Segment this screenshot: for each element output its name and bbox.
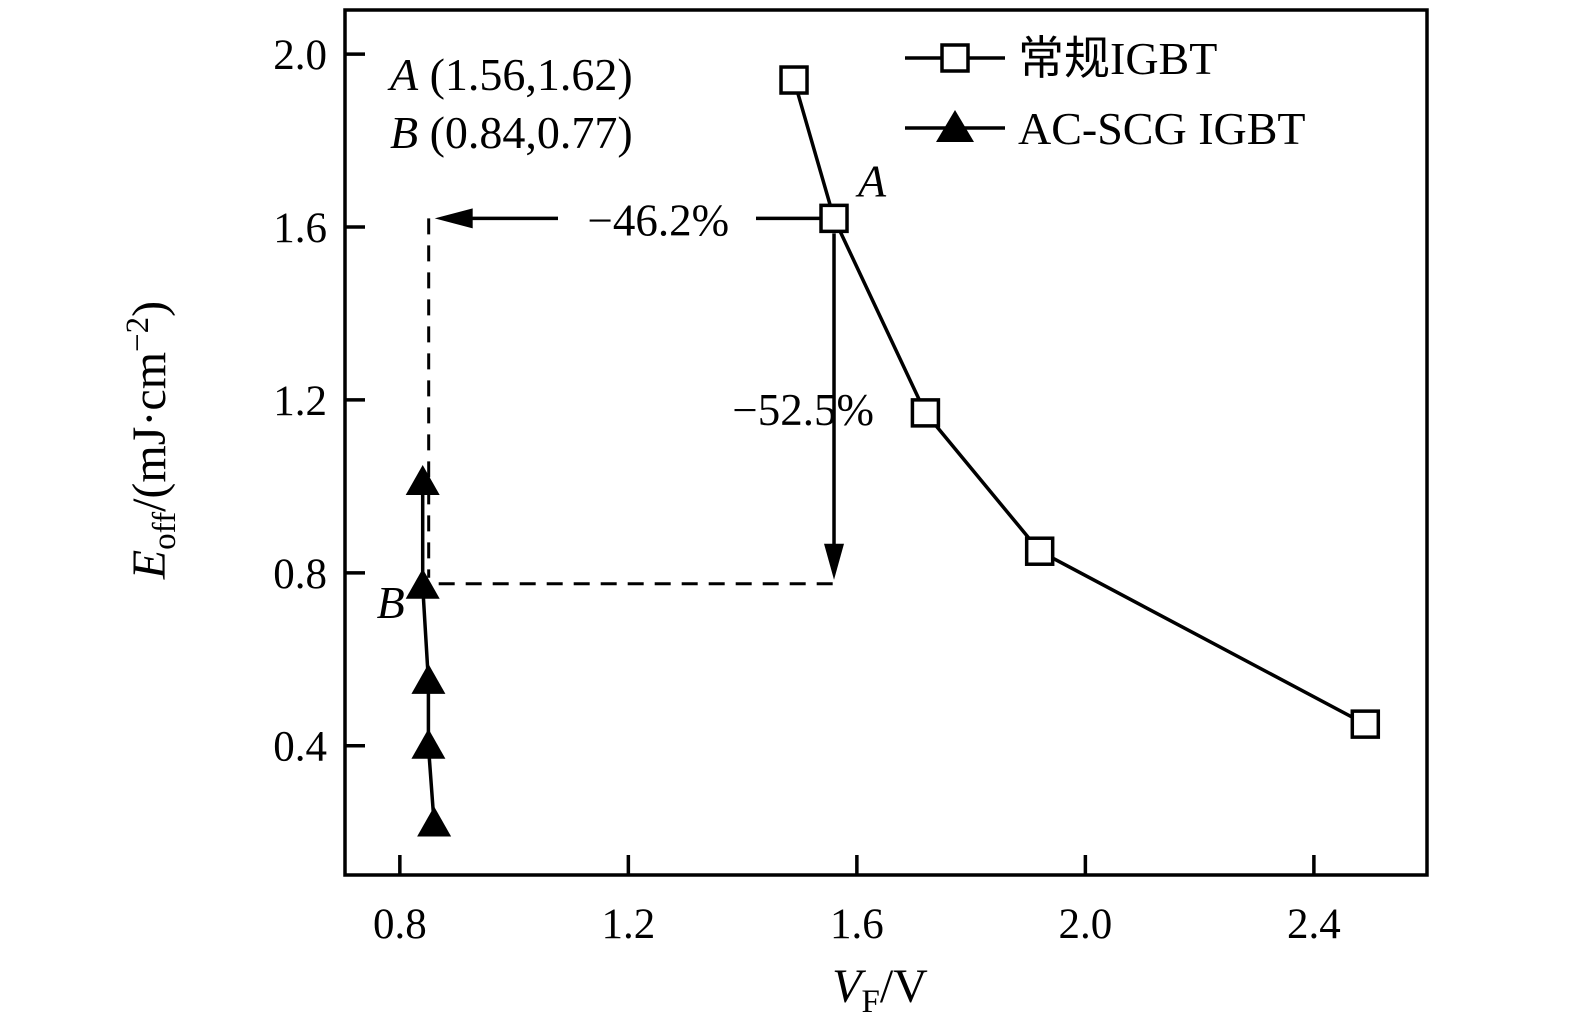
x-tick-label: 2.4 xyxy=(1287,901,1341,948)
y-axis-label: Eoff/(mJ·cm−2) xyxy=(120,301,183,580)
x-tick-label: 0.8 xyxy=(373,901,427,948)
y-tick-label: 1.2 xyxy=(273,378,327,425)
reduction-label-down: −52.5% xyxy=(732,385,874,435)
open-square-marker-icon xyxy=(940,43,970,73)
y-tick-label: 1.6 xyxy=(273,205,327,252)
plot-frame xyxy=(343,8,1429,877)
data-point-square xyxy=(1024,536,1055,566)
x-tick-label: 1.6 xyxy=(830,901,884,948)
y-tick-label: 0.4 xyxy=(273,724,327,771)
note-line-b: B (0.84,0.77) xyxy=(390,107,633,158)
down-arrowhead xyxy=(824,543,845,580)
legend-label: 常规IGBT xyxy=(1018,33,1217,84)
data-point-triangle xyxy=(405,465,440,496)
x-axis-tick-labels: 0.8 1.2 1.6 2.0 2.4 xyxy=(373,901,1341,948)
data-point-square xyxy=(910,398,941,428)
x-axis-label: VF/V xyxy=(832,960,928,1020)
data-point-triangle xyxy=(411,728,446,759)
legend-entry-ac-scg-igbt: AC-SCG IGBT xyxy=(905,103,1306,154)
legend: 常规IGBT AC-SCG IGBT xyxy=(905,33,1306,154)
point-label-b: B xyxy=(377,577,405,628)
annotation-lines xyxy=(427,208,845,586)
data-series xyxy=(405,65,1381,837)
data-point-square xyxy=(819,203,849,234)
y-tick-label: 2.0 xyxy=(273,32,327,79)
data-point-square xyxy=(779,65,809,95)
note-line-a: A (1.56,1.62) xyxy=(387,49,633,100)
reduction-label-left: −46.2% xyxy=(588,195,730,245)
y-axis-tick-labels: 2.0 1.6 1.2 0.8 0.4 xyxy=(273,32,327,771)
axis-ticks xyxy=(345,52,1316,875)
series-line-1 xyxy=(420,482,436,824)
y-tick-label: 0.8 xyxy=(273,551,327,598)
point-label-a: A xyxy=(855,155,887,206)
left-arrowhead xyxy=(434,208,473,229)
x-tick-label: 1.2 xyxy=(601,901,655,948)
x-tick-label: 2.0 xyxy=(1059,901,1113,948)
data-point-triangle xyxy=(411,663,446,694)
data-point-triangle xyxy=(417,806,452,837)
filled-triangle-marker-icon xyxy=(936,110,974,142)
data-point-triangle xyxy=(405,568,440,599)
legend-label: AC-SCG IGBT xyxy=(1018,103,1306,154)
data-point-square xyxy=(1350,709,1381,739)
coordinate-note: A (1.56,1.62) B (0.84,0.77) xyxy=(387,49,633,158)
legend-entry-conventional-igbt: 常规IGBT xyxy=(905,33,1217,84)
